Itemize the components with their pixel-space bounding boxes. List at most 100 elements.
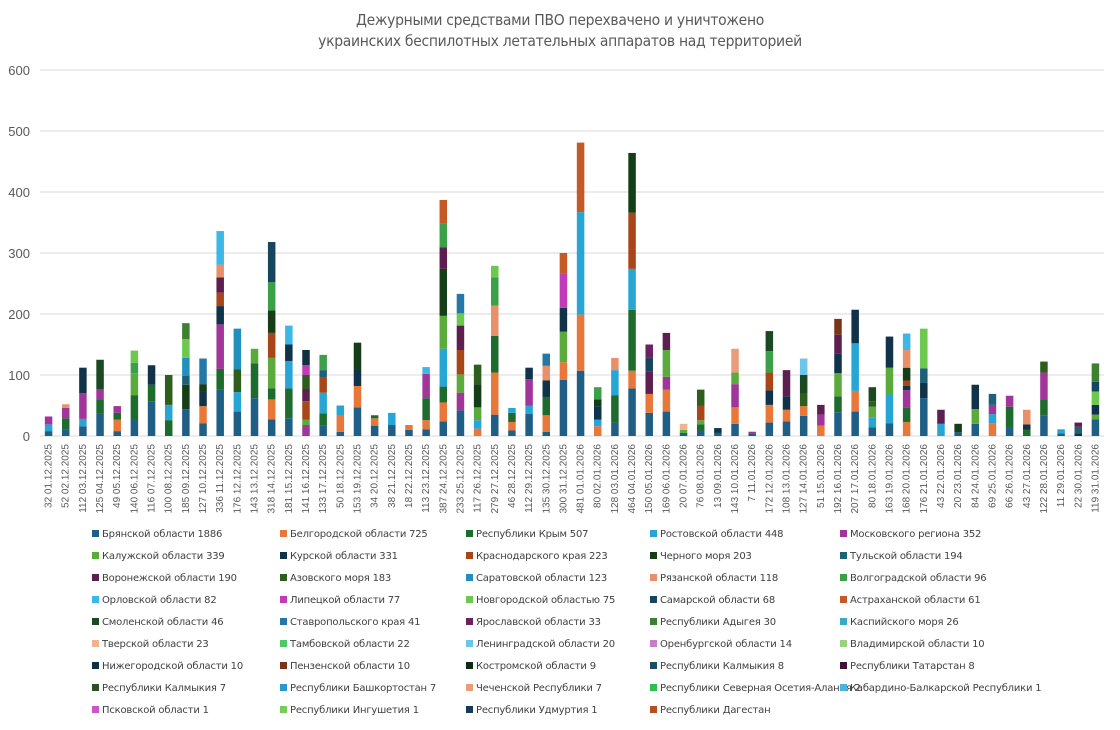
- x-tick-label: 100 08.12.2025: [164, 444, 175, 514]
- x-tick-date: 03.01.2026: [610, 444, 621, 494]
- bar-segment: [988, 414, 997, 424]
- x-tick-total: 150: [644, 494, 655, 513]
- x-tick-label: 336 11.12.2025: [215, 444, 226, 513]
- x-tick-label: 133 17.12.2025: [318, 444, 329, 514]
- x-tick-label: 49 05.12.2025: [112, 444, 123, 508]
- x-tick-label: 481 01.01.2026: [576, 444, 587, 514]
- x-tick-total: 127: [799, 494, 810, 513]
- legend-swatch: [466, 684, 473, 691]
- x-tick-date: 06.12.2025: [129, 444, 140, 494]
- legend-swatch: [92, 574, 99, 581]
- bar-segment: [576, 370, 585, 436]
- legend-label: Каспийского моря 26: [850, 617, 959, 628]
- bar-segment: [542, 353, 551, 366]
- legend-swatch: [650, 684, 657, 691]
- x-tick-date: 11.12.2025: [215, 444, 226, 494]
- legend-swatch: [280, 596, 287, 603]
- bar-segment: [473, 420, 482, 429]
- legend-item: Калужской области 339: [92, 550, 225, 563]
- legend-item: Каспийского моря 26: [840, 616, 959, 629]
- bar-segment: [1091, 363, 1100, 382]
- x-tick-label: 52 02.12.2025: [61, 444, 72, 508]
- legend-item: Тверской области 23: [92, 638, 209, 651]
- x-tick-total: 13: [713, 494, 724, 508]
- legend-swatch: [92, 530, 99, 537]
- bar-segment: [508, 407, 516, 413]
- bar-segment: [405, 429, 413, 436]
- bar-segment: [1091, 414, 1100, 420]
- bar-segment: [353, 385, 362, 408]
- legend-item: Республики Удмуртия 1: [466, 704, 598, 717]
- bar-segment: [267, 282, 276, 311]
- bar-segment: [559, 253, 568, 274]
- x-tick-date: 24.01.2026: [970, 444, 981, 494]
- bar-segment: [1091, 381, 1100, 392]
- legend-label: Самарской области 68: [660, 595, 775, 606]
- bar-segment: [353, 342, 362, 370]
- x-tick-label: 207 17.01.2026: [850, 444, 861, 514]
- legend-swatch: [840, 640, 847, 647]
- x-tick-total: 143: [730, 494, 741, 513]
- bar-segment: [902, 390, 911, 408]
- x-tick-date: 07.12.2025: [147, 444, 158, 494]
- chart-title-line-1: Дежурными средствами ПВО перехвачено и у…: [355, 11, 764, 29]
- x-tick-date: 08.12.2025: [164, 444, 175, 494]
- x-tick-label: 108 13.01.2026: [782, 444, 793, 514]
- bar-segment: [439, 268, 448, 316]
- x-tick-date: 02.01.2026: [593, 444, 604, 494]
- x-tick-total: 38: [387, 494, 398, 508]
- legend-swatch: [650, 596, 657, 603]
- legend-label: Брянской области 1886: [102, 529, 223, 540]
- legend-item: Оренбургской области 14: [650, 638, 792, 651]
- x-tick-total: 336: [215, 493, 226, 512]
- legend-label: Тамбовской области 22: [290, 639, 410, 650]
- bar-segment: [216, 292, 224, 307]
- bar-segment: [731, 407, 739, 424]
- bar-segment: [285, 388, 293, 419]
- bar-segment: [851, 390, 859, 412]
- bar-segment: [508, 430, 516, 436]
- x-tick-label: 34 20.12.2025: [370, 444, 381, 508]
- legend-swatch: [650, 706, 657, 713]
- bar-segment: [851, 309, 859, 344]
- bar-segment: [885, 336, 894, 368]
- legend-swatch: [650, 618, 657, 625]
- y-tick-label: 0: [23, 429, 30, 444]
- legend-item: Нижегородской области 10: [92, 660, 243, 673]
- legend-swatch: [466, 640, 473, 647]
- bar-segment: [147, 401, 156, 436]
- x-tick-label: 43 27.01.2026: [1022, 444, 1033, 508]
- x-tick-total: 43: [936, 494, 947, 508]
- bar-segment: [714, 432, 722, 436]
- bar-segment: [473, 364, 482, 385]
- bar-segment: [439, 315, 448, 349]
- x-tick-date: 31.01.2026: [1090, 444, 1101, 494]
- legend-swatch: [650, 530, 657, 537]
- bar-segment: [542, 396, 551, 416]
- x-tick-date: 14.01.2026: [799, 444, 810, 494]
- x-tick-label: 181 15.12.2025: [284, 444, 295, 514]
- legend-label: Республики Удмуртия 1: [476, 705, 598, 716]
- legend-item: Костромской области 9: [466, 660, 596, 673]
- x-tick-total: 51: [816, 494, 827, 508]
- x-tick-date: 20.12.2025: [370, 444, 381, 494]
- x-tick-total: 127: [198, 494, 209, 513]
- bar-segment: [611, 357, 619, 371]
- bar-segment: [902, 380, 911, 386]
- bar-segment: [748, 433, 756, 436]
- x-tick-date: 22.01.2026: [936, 444, 947, 494]
- x-tick-date: 08.01.2026: [696, 444, 707, 494]
- legend-label: Оренбургской области 14: [660, 639, 792, 650]
- legend-label: Республики Адыгея 30: [660, 617, 776, 628]
- legend-item: Ленинградской области 20: [466, 638, 615, 651]
- bar-segment: [267, 310, 276, 333]
- bar-segment: [302, 349, 310, 366]
- x-tick-date: 19.12.2025: [352, 444, 363, 494]
- bar-segment: [662, 376, 671, 390]
- bar-segment: [799, 393, 808, 407]
- bar-segment: [216, 324, 224, 369]
- x-tick-date: 23.01.2026: [953, 444, 964, 494]
- bar-segment: [319, 392, 327, 414]
- x-tick-label: 18 22.12.2025: [404, 444, 415, 508]
- bar-segment: [851, 343, 859, 391]
